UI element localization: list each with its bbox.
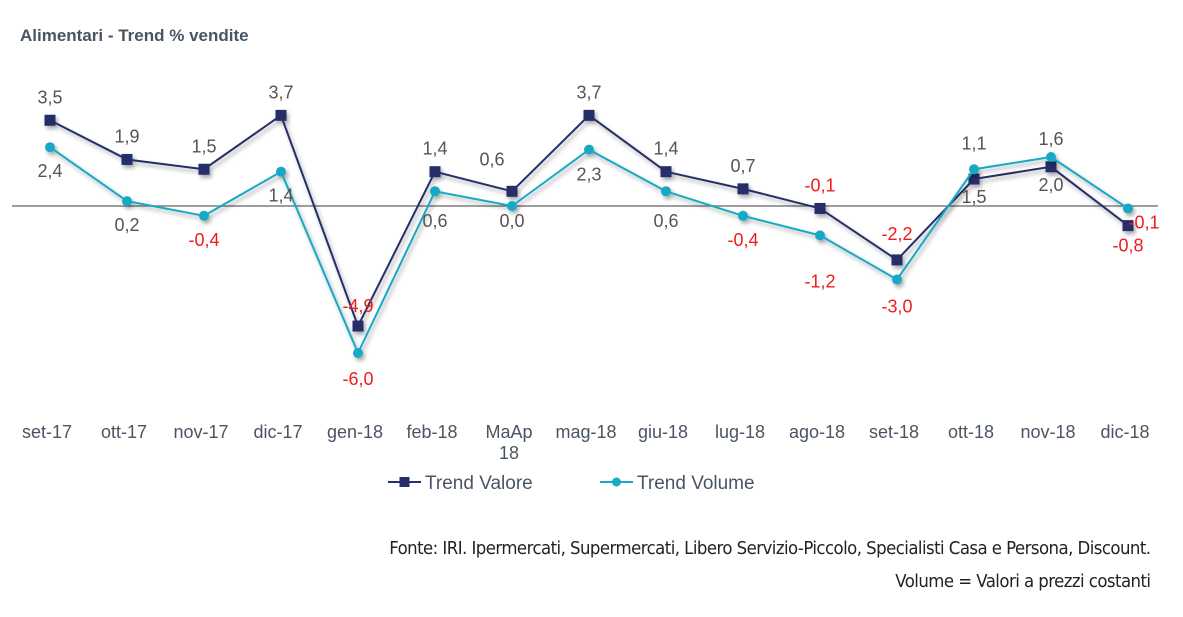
data-label: 2,4 xyxy=(37,161,62,181)
data-label: 3,7 xyxy=(268,82,293,102)
data-point-marker xyxy=(429,166,441,178)
data-point-marker xyxy=(1046,152,1056,162)
volume-note: Volume = Valori a prezzi costanti xyxy=(894,571,1151,592)
data-label: -3,0 xyxy=(881,297,912,317)
data-label: 1,5 xyxy=(961,187,986,207)
data-label: -0,4 xyxy=(188,230,219,250)
data-point-marker xyxy=(198,163,210,175)
source-note: Fonte: IRI. Ipermercati, Supermercati, L… xyxy=(388,538,1151,559)
x-tick-label: ago-18 xyxy=(789,422,845,442)
data-point-marker xyxy=(738,210,748,221)
data-label: 1,1 xyxy=(961,133,986,153)
data-label: 0,0 xyxy=(499,211,524,231)
legend-item-trend-volume: Trend Volume xyxy=(600,473,755,494)
data-label: 1,4 xyxy=(268,186,293,206)
x-tick-label: giu-18 xyxy=(638,422,688,442)
chart-title: Alimentari - Trend % vendite xyxy=(20,26,249,45)
x-tick-label: feb-18 xyxy=(406,422,457,442)
data-point-marker xyxy=(814,202,826,214)
data-label: 1,6 xyxy=(1038,129,1063,149)
data-label: -0,1 xyxy=(804,175,835,195)
x-tick-label: dic-18 xyxy=(1100,422,1149,442)
legend-circle-marker-icon xyxy=(612,477,621,487)
data-point-marker xyxy=(353,348,363,358)
data-point-marker xyxy=(660,166,672,178)
x-tick-label: nov-17 xyxy=(173,422,228,442)
data-label: -0,1 xyxy=(1128,212,1159,232)
data-point-marker xyxy=(122,196,132,207)
data-point-marker xyxy=(968,173,980,185)
data-label: 0,7 xyxy=(730,156,755,176)
data-point-marker xyxy=(815,230,825,241)
data-point-marker xyxy=(45,142,55,153)
data-label: 0,6 xyxy=(479,149,504,169)
data-point-marker xyxy=(507,201,517,211)
x-tick-label: lug-18 xyxy=(715,422,765,442)
data-point-marker xyxy=(583,109,595,121)
x-tick-label: dic-17 xyxy=(253,422,302,442)
legend-label: Trend Volume xyxy=(637,473,755,494)
data-label: 1,9 xyxy=(114,126,139,146)
data-label: 1,5 xyxy=(191,136,216,156)
data-point-marker xyxy=(352,320,364,332)
data-label: -4,9 xyxy=(342,296,373,316)
data-point-marker xyxy=(275,109,287,121)
x-tick-label: MaAp 18 xyxy=(485,422,532,463)
data-point-marker xyxy=(44,114,56,126)
data-label: 2,3 xyxy=(576,165,601,185)
x-tick-label: ott-18 xyxy=(948,422,994,442)
x-tick-label: set-18 xyxy=(869,422,919,442)
data-point-marker xyxy=(969,164,979,175)
legend-item-trend-valore: Trend Valore xyxy=(388,473,533,494)
data-point-marker xyxy=(199,210,209,221)
data-label: -1,2 xyxy=(804,271,835,291)
x-tick-label: gen-18 xyxy=(327,422,383,442)
legend-square-marker-icon xyxy=(399,477,410,487)
data-label: -0,4 xyxy=(727,230,758,250)
x-tick-label: mag-18 xyxy=(555,422,616,442)
data-point-marker xyxy=(276,166,286,177)
data-label: 1,4 xyxy=(653,139,678,159)
data-label: 0,6 xyxy=(422,211,447,231)
x-tick-label: ott-17 xyxy=(101,422,147,442)
data-label: 0,2 xyxy=(114,215,139,235)
data-point-marker xyxy=(661,186,671,197)
data-point-marker xyxy=(892,274,902,285)
data-point-marker xyxy=(121,153,133,165)
data-label: 0,6 xyxy=(653,211,678,231)
data-label: 2,0 xyxy=(1038,175,1063,195)
legend-label: Trend Valore xyxy=(425,473,533,494)
data-label: 3,7 xyxy=(576,82,601,102)
data-point-marker xyxy=(506,185,518,197)
data-point-marker xyxy=(584,144,594,155)
data-label: -6,0 xyxy=(342,369,373,389)
data-point-marker xyxy=(430,186,440,197)
data-label: -2,2 xyxy=(881,224,912,244)
x-tick-label: set-17 xyxy=(22,422,72,442)
data-point-marker xyxy=(1122,220,1134,232)
series-trend-volume xyxy=(45,142,1133,358)
data-point-marker xyxy=(1045,161,1057,173)
data-point-marker xyxy=(737,183,749,195)
data-label: -0,8 xyxy=(1112,236,1143,256)
data-label: 3,5 xyxy=(37,87,62,107)
data-label: 1,4 xyxy=(422,139,447,159)
x-tick-label: nov-18 xyxy=(1020,422,1075,442)
data-point-marker xyxy=(1123,203,1133,214)
data-point-marker xyxy=(891,254,903,266)
